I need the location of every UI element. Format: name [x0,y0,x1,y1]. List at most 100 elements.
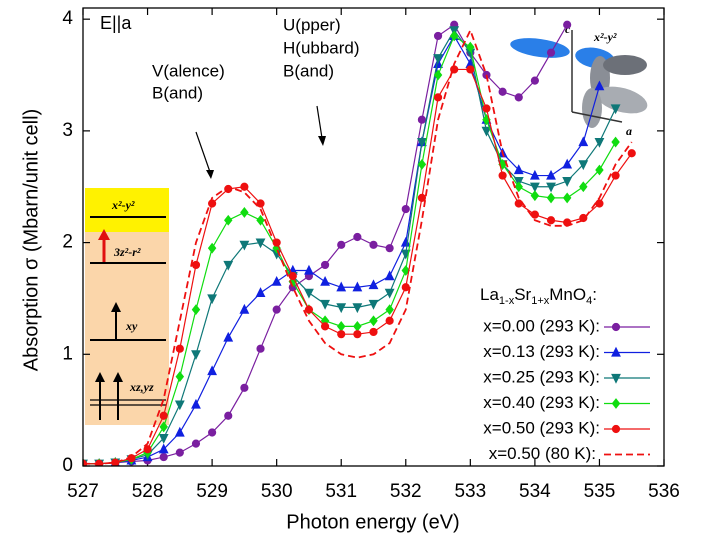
point [400,236,411,247]
annotation: B(and) [283,61,334,80]
point [449,30,459,42]
series-line [83,35,617,465]
point [353,330,362,339]
annotation: U(pper) [283,15,341,34]
legend-title-part: 1+x [531,295,550,307]
point [304,288,314,299]
point [546,216,556,225]
point [207,365,218,376]
point [240,383,249,392]
point [401,283,410,292]
orbital-axis-label: a [626,124,632,138]
arrow-head [206,170,214,179]
point [530,210,539,219]
point [207,294,218,305]
point [224,214,233,226]
point [433,93,443,102]
y-axis-label: Absorption σ (Mbarn/unit cell) [20,109,42,371]
y-tick-label: 3 [62,120,73,141]
point [514,93,523,102]
point [353,232,362,242]
annotation: H(ubbard) [283,38,360,57]
point [546,48,556,57]
point [158,433,169,444]
point [353,320,362,332]
point [272,305,281,314]
point [336,281,347,292]
y-tick-label: 0 [62,455,73,476]
arrow [195,131,211,173]
point [158,443,169,454]
point [336,303,347,314]
point [255,238,266,249]
point [433,31,443,41]
point [578,136,589,147]
series-line [83,28,633,465]
point [466,65,475,74]
point [417,115,427,124]
annotation: B(and) [152,83,203,102]
point [385,304,394,316]
point [320,260,330,270]
point [159,411,168,420]
legend-title: La1-xSr1+xMnO4: [480,285,597,306]
point [191,304,201,316]
point [288,271,297,281]
level-inset: x²-y² 3z²-r² xy xz,yz [85,188,169,425]
x-tick-label: 529 [196,481,228,502]
legend-label: x=0.40 (293 K): [483,393,600,412]
point [579,213,588,223]
point [304,264,314,275]
point [546,192,556,204]
point [223,260,234,271]
legend-title-part: Sr [514,285,531,304]
point [482,104,491,113]
point [594,137,605,148]
point [611,136,620,148]
legend-title-part: : [592,285,597,304]
legend-title-part: MnO [549,285,586,304]
legend-marker [611,424,621,434]
x-tick-label: 531 [325,481,357,502]
point [385,244,394,253]
x-tick-label: 535 [584,481,616,502]
arrow-head [318,136,326,146]
legend-label: x=0.50 (80 K): [489,444,596,463]
point [159,421,168,433]
orbital-inset: c x²-y² a [510,22,648,138]
point [174,426,185,437]
point [546,169,556,180]
legend-marker [611,322,621,332]
point [239,303,250,314]
point [174,400,185,411]
point [401,204,410,214]
point [240,182,249,191]
point [223,331,234,342]
level-label: xy [125,319,138,333]
point [530,76,539,85]
point [385,316,394,325]
point [530,190,540,202]
point [514,199,523,208]
point [239,240,250,251]
point [256,199,265,208]
orbital-label: x²-y² [593,30,617,44]
point [369,315,378,327]
x-tick-label: 530 [261,481,293,502]
x-tick-label: 527 [67,481,99,502]
point [498,171,507,180]
plot-area [83,20,636,466]
point [256,214,265,226]
series-line [83,29,617,465]
legend-label: x=0.25 (293 K): [483,367,600,386]
point [191,350,201,361]
legend-marker [611,373,621,384]
point [417,137,427,148]
point [208,428,217,437]
point [336,320,346,332]
arrow [316,105,323,139]
point [320,275,330,286]
point [191,260,201,270]
point [175,371,185,383]
point [337,240,346,249]
